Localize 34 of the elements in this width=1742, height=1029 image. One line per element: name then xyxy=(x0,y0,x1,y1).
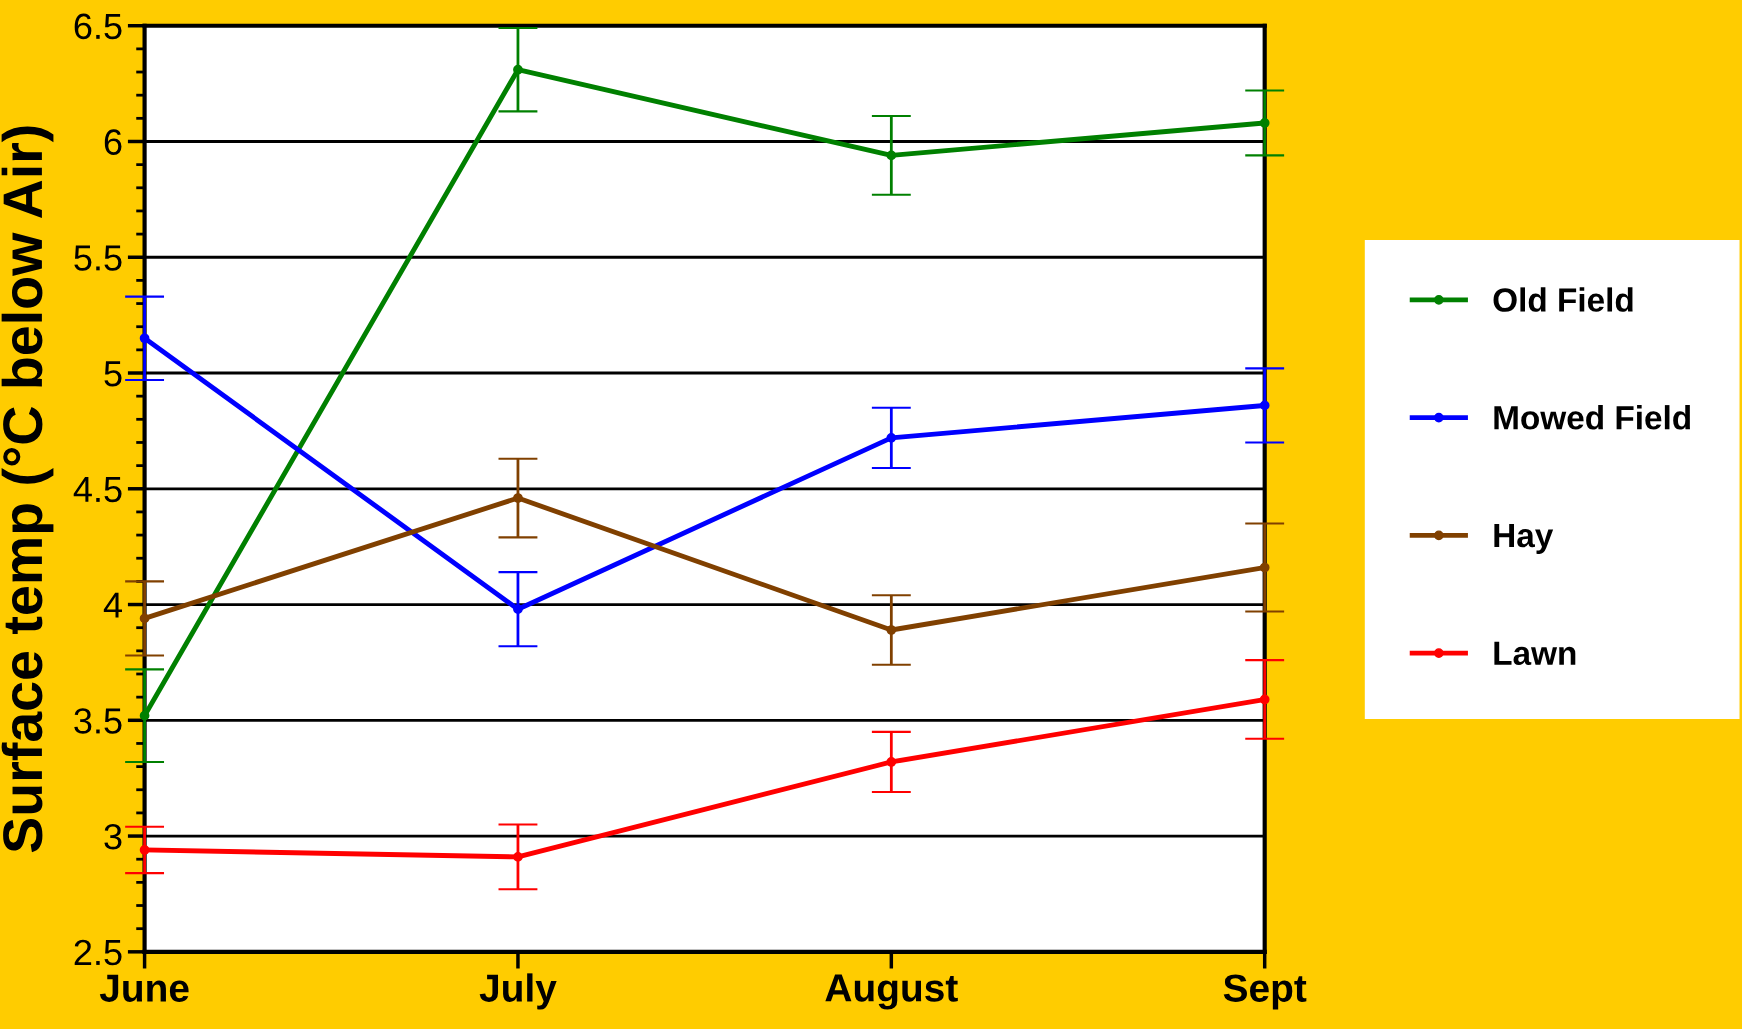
point xyxy=(886,757,897,767)
point xyxy=(886,625,897,635)
y-axis-title: Surface temp (°C below Air) xyxy=(1,126,54,853)
point xyxy=(1259,400,1270,411)
point xyxy=(139,333,150,344)
x-tick-label: Sept xyxy=(1223,974,1307,1010)
point xyxy=(1259,562,1270,573)
x-tick-label: August xyxy=(825,974,958,1010)
y-tick-label: 3 xyxy=(104,823,122,850)
legend-label: Mowed Field xyxy=(1494,405,1690,430)
x-tick-label: June xyxy=(99,974,189,1002)
point xyxy=(139,710,150,721)
y-tick-label: 5.5 xyxy=(74,245,122,271)
point xyxy=(886,432,897,443)
point xyxy=(513,604,523,615)
y-tick-label: 4.5 xyxy=(73,477,122,503)
point xyxy=(139,613,150,624)
point xyxy=(1259,694,1270,705)
y-tick-label: 6.5 xyxy=(74,13,122,40)
legend-label: Hay xyxy=(1494,524,1554,554)
y-tick-label: 3.5 xyxy=(74,708,122,734)
y-tick-label: 2.5 xyxy=(74,939,122,966)
point xyxy=(139,845,150,855)
y-tick-label: 5 xyxy=(104,361,122,387)
legend-label: Lawn xyxy=(1494,641,1576,666)
point xyxy=(1259,118,1270,128)
point xyxy=(513,493,523,503)
legend-label: Old Field xyxy=(1493,287,1633,312)
point xyxy=(513,852,523,862)
y-tick-label: 4 xyxy=(103,592,122,618)
x-tick-label: July xyxy=(479,973,557,1010)
y-tick-label: 6 xyxy=(104,129,122,155)
point xyxy=(513,64,523,75)
point xyxy=(886,150,897,161)
